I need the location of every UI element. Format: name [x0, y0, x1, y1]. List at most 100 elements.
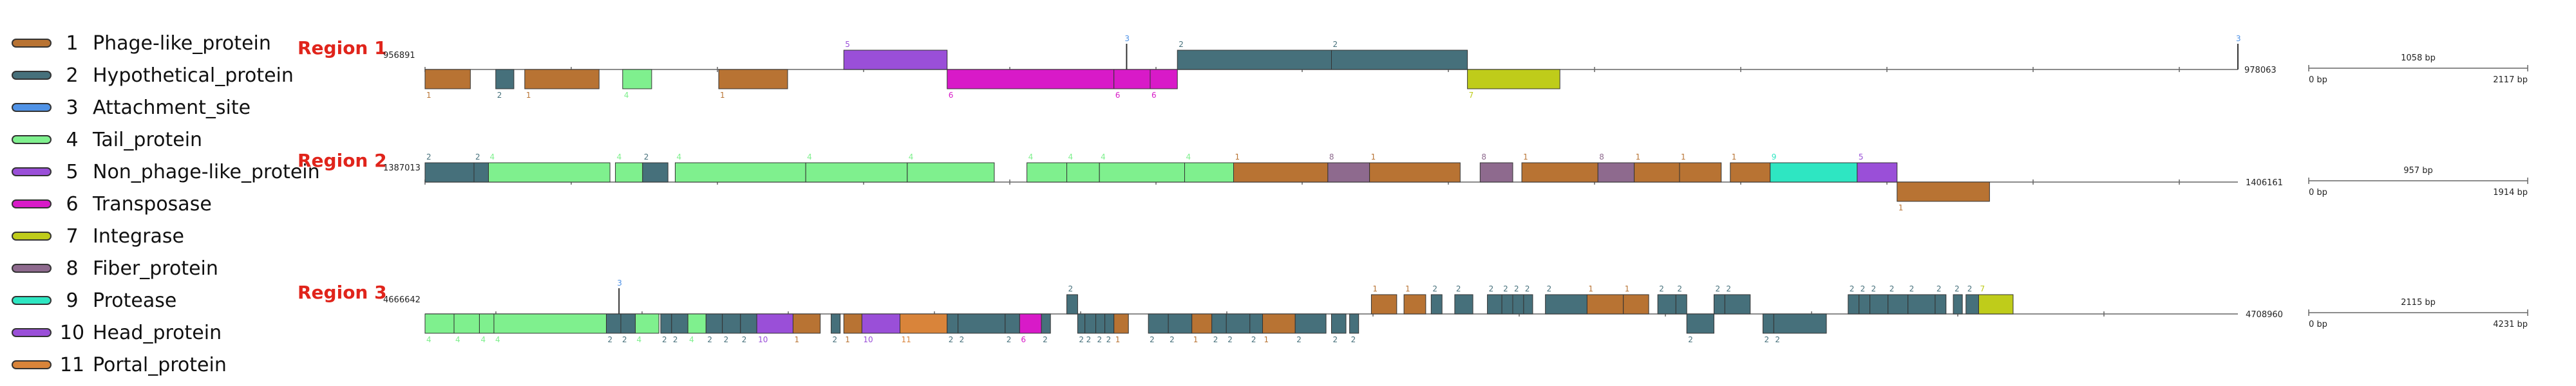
gene-type-label: 2: [1525, 284, 1530, 293]
legend-item: 8 Fiber_protein: [12, 257, 218, 280]
region-label: Region 2: [298, 150, 387, 171]
gene-type-label: 4: [480, 335, 486, 344]
legend-item: 5 Non_phage-like_protein: [12, 161, 320, 183]
scale-end-label: 1914 bp: [2493, 188, 2528, 198]
gene-type-label: 7: [1469, 91, 1474, 100]
gene-type-label: 2: [1726, 284, 1731, 293]
gene-block: [1184, 162, 1234, 183]
gene-type-label: 1: [845, 335, 850, 344]
gene-block: [1191, 313, 1213, 334]
legend-swatch-icon: [12, 328, 52, 337]
gene-type-label: 4: [1186, 152, 1191, 161]
gene-block: [1762, 313, 1774, 334]
gene-block: [1965, 294, 1979, 315]
legend-number: 5: [66, 160, 79, 183]
legend-number: 10: [59, 321, 85, 344]
gene-block: [1019, 313, 1042, 334]
gene-type-label: 4: [1101, 152, 1106, 161]
gene-type-label: 11: [902, 335, 911, 344]
gene-block: [756, 313, 793, 334]
gene-type-label: 10: [863, 335, 873, 344]
gene-type-label: 2: [1043, 335, 1048, 344]
gene-type-label: 2: [1850, 284, 1855, 293]
legend-swatch-icon: [12, 167, 52, 176]
gene-type-label: 1: [1899, 203, 1904, 212]
legend-item: 4 Tail_protein: [12, 129, 202, 151]
legend-label: Transposase: [93, 192, 212, 216]
region-label: Region 3: [298, 282, 387, 303]
gene-type-label: 4: [1068, 152, 1074, 161]
legend-swatch-icon: [12, 264, 52, 273]
gene-block: [473, 162, 489, 183]
gene-type-label: 2: [1775, 335, 1780, 344]
gene-type-label: 1: [1372, 284, 1378, 293]
gene-block: [1041, 313, 1051, 334]
gene-block: [1857, 162, 1898, 183]
gene-block: [1953, 294, 1963, 315]
legend-number: 9: [66, 289, 79, 312]
gene-block: [947, 69, 1115, 89]
gene-block: [1888, 294, 1909, 315]
gene-type-label: 2: [1861, 284, 1866, 293]
region-start-coordinate: 956891: [383, 51, 415, 60]
gene-block: [478, 313, 495, 334]
gene-type-label: 2: [1086, 335, 1092, 344]
gene-type-label: 2: [1764, 335, 1769, 344]
gene-type-label: 4: [1028, 152, 1034, 161]
legend-swatch-icon: [12, 103, 52, 112]
gene-block: [1908, 294, 1936, 315]
gene-block: [1349, 313, 1359, 334]
gene-block: [1294, 313, 1327, 334]
gene-block: [493, 313, 607, 334]
legend-label: Head_protein: [93, 321, 222, 344]
gene-type-label: 5: [845, 40, 850, 49]
gene-type-label: 2: [1079, 335, 1084, 344]
gene-block: [1027, 162, 1068, 183]
gene-block: [1430, 294, 1443, 315]
gene-block: [907, 162, 995, 183]
gene-block: [1679, 162, 1722, 183]
legend-item: 9 Protease: [12, 289, 176, 312]
gene-block: [1370, 294, 1397, 315]
gene-block: [831, 313, 841, 334]
gene-block: [1113, 69, 1151, 89]
gene-type-label: 1: [1732, 152, 1737, 161]
gene-type-label: 1: [794, 335, 799, 344]
gene-block: [1066, 162, 1100, 183]
gene-block: [1150, 69, 1178, 89]
gene-type-label: 4: [637, 335, 642, 344]
gene-type-label: 6: [1151, 91, 1157, 100]
gene-type-label: 4: [617, 152, 622, 161]
gene-type-label: 2: [960, 335, 965, 344]
gene-block: [424, 69, 471, 89]
gene-type-label: 2: [1068, 284, 1074, 293]
gene-type-label: 2: [1489, 284, 1494, 293]
gene-type-label: 4: [807, 152, 812, 161]
gene-type-label: 6: [1115, 91, 1121, 100]
gene-type-label: 2: [1688, 335, 1693, 344]
gene-block: [1713, 294, 1725, 315]
gene-block: [1084, 313, 1097, 334]
gene-type-label: 2: [1547, 284, 1552, 293]
gene-block: [1773, 313, 1827, 334]
legend-number: 8: [66, 257, 79, 280]
gene-block: [1177, 50, 1332, 70]
gene-block: [1597, 162, 1635, 183]
legend-label: Fiber_protein: [93, 257, 218, 280]
legend-swatch-icon: [12, 296, 52, 305]
region-start-coordinate: 1387013: [383, 163, 421, 173]
gene-block: [1331, 50, 1468, 70]
gene-type-label: 2: [707, 335, 712, 344]
region-end-coordinate: 1406161: [2246, 178, 2283, 188]
gene-type-label: 4: [689, 335, 694, 344]
gene-block: [1724, 294, 1751, 315]
legend-number: 2: [66, 64, 79, 87]
gene-type-label: 2: [1213, 335, 1218, 344]
gene-block: [1077, 313, 1086, 334]
gene-type-label: 1: [426, 91, 431, 100]
legend-swatch-icon: [12, 39, 52, 48]
scale-start-label: 0 bp: [2309, 320, 2327, 329]
gene-block: [1005, 313, 1020, 334]
gene-type-label: 2: [1715, 284, 1720, 293]
